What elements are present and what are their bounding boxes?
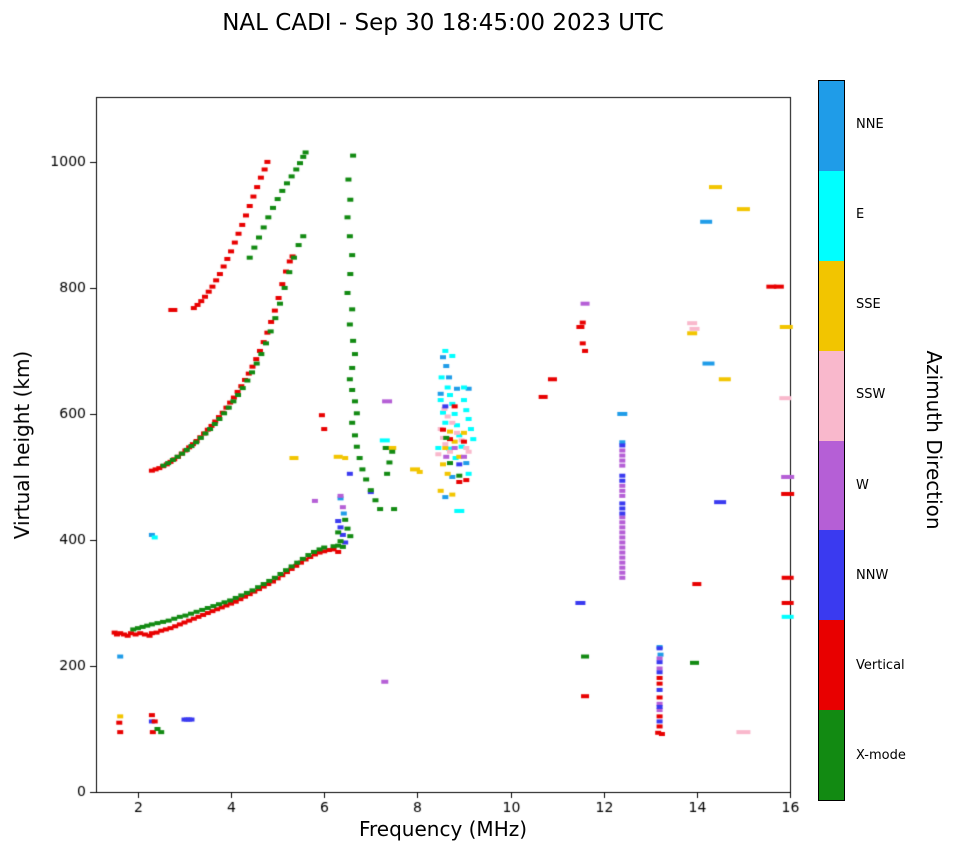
colorbar-segment-sse xyxy=(819,260,844,351)
colorbar-segment-w xyxy=(819,440,844,531)
colorbar xyxy=(818,80,845,801)
colorbar-label-ssw: SSW xyxy=(856,387,886,403)
x-axis-label: Frequency (MHz) xyxy=(358,817,528,841)
colorbar-label-vertical: Vertical xyxy=(856,657,905,673)
colorbar-segment-x-mode xyxy=(819,710,844,800)
colorbar-segment-vertical xyxy=(819,620,844,711)
colorbar-segment-nnw xyxy=(819,530,844,621)
colorbar-label-nnw: NNW xyxy=(856,567,889,583)
colorbar-segment-e xyxy=(819,170,844,261)
colorbar-axis-label: Azimuth Direction xyxy=(922,350,946,530)
y-axis-label: Virtual height (km) xyxy=(10,350,34,540)
colorbar-segment-ssw xyxy=(819,350,844,441)
colorbar-label-sse: SSE xyxy=(856,297,881,313)
colorbar-label-nne: NNE xyxy=(856,117,884,133)
colorbar-label-x-mode: X-mode xyxy=(856,747,906,763)
colorbar-label-e: E xyxy=(856,207,865,223)
colorbar-label-w: W xyxy=(856,477,869,493)
colorbar-segment-nne xyxy=(819,81,844,171)
